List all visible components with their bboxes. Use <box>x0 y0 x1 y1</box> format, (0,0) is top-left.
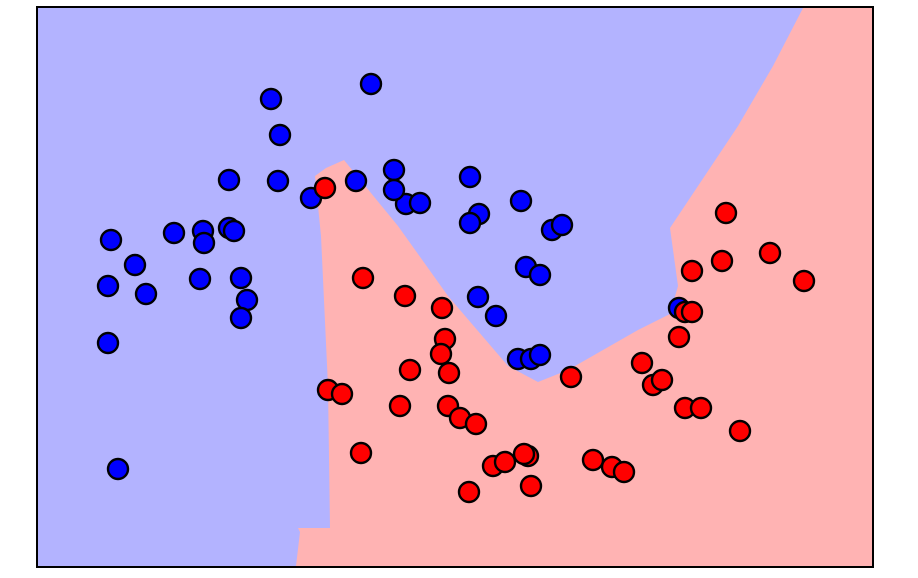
point-blue-4 <box>266 169 290 193</box>
point-red-7 <box>398 358 422 382</box>
point-blue-28 <box>96 331 120 355</box>
point-blue-35 <box>192 231 216 255</box>
data-points <box>96 72 816 504</box>
point-blue-11 <box>458 165 482 189</box>
point-red-11 <box>388 394 412 418</box>
point-red-33 <box>680 300 704 324</box>
region-red-0 <box>296 8 872 566</box>
point-blue-36 <box>229 266 253 290</box>
point-blue-20 <box>484 304 508 328</box>
point-blue-13 <box>458 211 482 235</box>
point-blue-25 <box>96 274 120 298</box>
point-blue-1 <box>259 87 283 111</box>
point-red-25 <box>630 351 654 375</box>
point-blue-19 <box>466 285 490 309</box>
point-blue-16 <box>550 213 574 237</box>
point-blue-30 <box>106 457 130 481</box>
point-red-10 <box>330 382 354 406</box>
point-red-29 <box>689 396 713 420</box>
point-red-1 <box>351 266 375 290</box>
point-blue-39 <box>229 306 253 330</box>
point-red-35 <box>680 259 704 283</box>
point-red-5 <box>429 342 453 366</box>
point-red-13 <box>464 412 488 436</box>
point-red-23 <box>612 460 636 484</box>
point-blue-14 <box>509 189 533 213</box>
point-blue-10 <box>408 191 432 215</box>
point-blue-34 <box>222 219 246 243</box>
point-blue-9 <box>382 178 406 202</box>
point-red-27 <box>650 368 674 392</box>
point-red-17 <box>493 450 517 474</box>
point-blue-29 <box>99 228 123 252</box>
point-red-24 <box>559 365 583 389</box>
point-red-20 <box>519 474 543 498</box>
point-blue-18 <box>528 263 552 287</box>
point-blue-7 <box>382 158 406 182</box>
point-red-21 <box>581 448 605 472</box>
point-blue-27 <box>134 282 158 306</box>
point-red-2 <box>393 284 417 308</box>
point-blue-31 <box>162 221 186 245</box>
point-red-30 <box>728 419 752 443</box>
point-blue-3 <box>217 168 241 192</box>
point-red-19 <box>457 480 481 504</box>
point-red-38 <box>792 269 816 293</box>
point-red-14 <box>349 441 373 465</box>
point-blue-0 <box>359 72 383 96</box>
point-blue-23 <box>528 343 552 367</box>
point-red-18 <box>512 442 536 466</box>
point-red-37 <box>758 241 782 265</box>
point-red-34 <box>714 201 738 225</box>
plot-frame <box>36 6 874 568</box>
point-blue-38 <box>188 267 212 291</box>
point-red-3 <box>430 296 454 320</box>
point-blue-2 <box>268 123 292 147</box>
point-red-0 <box>313 176 337 200</box>
point-blue-26 <box>123 253 147 277</box>
point-red-6 <box>437 361 461 385</box>
decision-regions <box>296 8 872 566</box>
point-red-36 <box>710 249 734 273</box>
point-blue-6 <box>344 169 368 193</box>
point-red-31 <box>667 325 691 349</box>
